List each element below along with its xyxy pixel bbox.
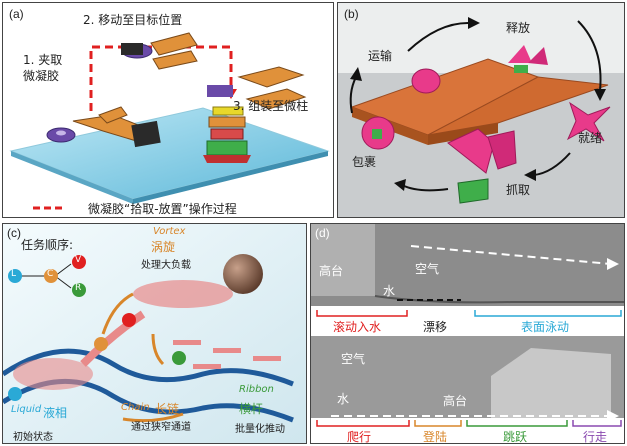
large-load xyxy=(223,254,263,294)
vortex-swarm xyxy=(133,280,233,308)
node-v xyxy=(72,255,86,269)
gripper-open-top xyxy=(508,45,548,73)
node-l xyxy=(8,269,22,283)
node-c xyxy=(44,269,58,283)
task-order-diagram xyxy=(8,255,86,297)
panel-d-label: (d) xyxy=(315,226,330,240)
vortex-cn: 涡旋 xyxy=(151,240,176,254)
seg-jump: 跳跃 xyxy=(503,430,528,444)
liquid-swarm xyxy=(13,358,93,390)
glass-substrate xyxy=(9,107,330,200)
step3-text: 3. 组装至微柱 xyxy=(233,99,309,113)
seg-drift: 漂移 xyxy=(423,320,448,334)
seg-crawl: 爬行 xyxy=(347,430,372,444)
gripper-top xyxy=(121,32,198,70)
ribbon-cn: 横杆 xyxy=(239,402,264,416)
badge-c xyxy=(94,337,108,351)
top-air: 空气 xyxy=(415,262,440,276)
liquid-en: Liquid xyxy=(11,404,42,415)
panel-a: (a) 2. 移动至目标位置 1. 夹取 微凝胶 3. 组装至微柱 微凝胶“拾取… xyxy=(2,2,334,218)
channel-wall-top xyxy=(3,348,294,387)
top-water: 水 xyxy=(383,284,396,298)
panel-b-illustration xyxy=(338,17,624,217)
platform-right xyxy=(427,76,609,136)
step1-line2: 微凝胶 xyxy=(23,69,60,83)
panel-c-illustration xyxy=(3,224,306,443)
gripper-bottom xyxy=(72,106,161,148)
bottom-air: 空气 xyxy=(341,352,366,366)
gripper-right xyxy=(207,66,307,110)
badge-v xyxy=(122,313,136,327)
seg-surface: 表面泳动 xyxy=(521,320,570,334)
label-transport: 运输 xyxy=(368,49,393,63)
node-c-text: C xyxy=(47,269,54,279)
seg-walk: 行走 xyxy=(583,430,608,444)
gripper-grab xyxy=(447,128,517,204)
chain-desc: 通过狭窄通道 xyxy=(131,422,191,433)
panel-a-label: (a) xyxy=(9,7,24,21)
gripper-transport xyxy=(411,68,441,94)
gripper-wrap xyxy=(361,116,395,150)
step1-line1: 1. 夹取 xyxy=(23,53,63,67)
badge-r xyxy=(172,351,186,365)
step2-text: 2. 移动至目标位置 xyxy=(83,13,183,27)
node-l-text: L xyxy=(11,269,17,279)
label-release: 释放 xyxy=(506,21,531,35)
liquid-cn: 液相 xyxy=(43,406,68,420)
node-r-text: R xyxy=(75,283,82,293)
label-ready: 就绪 xyxy=(578,131,603,145)
vortex-en: Vortex xyxy=(153,226,186,237)
seg-land: 登陆 xyxy=(423,430,448,444)
liquid-desc: 初始状态 xyxy=(13,432,53,443)
chain-swarm xyxy=(80,310,146,367)
label-grab: 抓取 xyxy=(506,183,531,197)
ribbon-desc: 批量化推动 xyxy=(235,424,285,435)
panel-c-label: (c) xyxy=(7,226,21,240)
panel-a-illustration xyxy=(9,32,330,204)
label-wrap: 包裹 xyxy=(352,155,377,169)
legend-text: 微凝胶“拾取-放置”操作过程 xyxy=(88,202,237,216)
node-v-text: V xyxy=(75,255,82,265)
vortex-desc: 处理大负载 xyxy=(141,260,191,271)
task-order-title: 任务顺序: xyxy=(21,238,74,252)
panel-d-photos xyxy=(311,224,624,443)
panel-b-label: (b) xyxy=(344,7,359,21)
ribbon-swarm xyxy=(173,340,281,369)
panel-b: (b) 释放 运输 就绪 包裹 抓取 xyxy=(337,2,625,218)
bottom-platform: 高台 xyxy=(443,394,468,408)
seg-roll: 滚动入水 xyxy=(333,320,382,334)
chain-cn: 长链 xyxy=(155,402,180,416)
node-r xyxy=(72,283,86,297)
bottom-water: 水 xyxy=(337,392,350,406)
panel-d: (d) 高台 空气 水 滚动入水 漂移 表面泳动 空气 水 高台 爬行 登陆 跳… xyxy=(310,223,625,444)
gripper-ready xyxy=(566,101,611,142)
chain-en: Chain xyxy=(121,402,150,413)
badge-l xyxy=(8,387,22,401)
micro-pillar xyxy=(203,106,251,163)
motion-path xyxy=(89,45,233,111)
panel-c: (c) 任务顺序: L C V R Vortex 涡旋 处理大负载 Chain … xyxy=(2,223,307,444)
ribbon-en: Ribbon xyxy=(239,384,274,395)
top-platform: 高台 xyxy=(319,264,344,278)
